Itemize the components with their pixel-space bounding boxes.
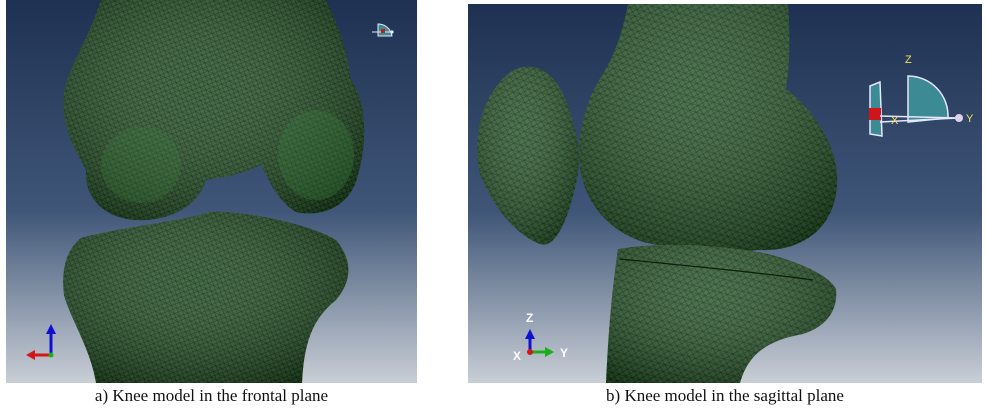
caption-sagittal: b) Knee model in the sagittal plane [606,386,844,405]
tibia-mesh [606,244,837,383]
view-cube-label-y: Y [966,113,974,125]
sagittal-view-panel: Z X Y Z X Y [468,4,982,383]
view-cube-label-z: Z [905,54,912,66]
axis-triad: Z X Y [513,311,568,363]
frontal-view-panel [6,0,417,383]
tibia-mesh [63,211,349,383]
axis-triad [26,324,56,360]
view-cube-icon[interactable] [372,23,394,37]
frontal-view-render [6,0,417,383]
sagittal-view-render: Z X Y Z X Y [468,4,982,383]
patella-mesh [477,66,579,245]
femur-mesh [63,0,365,221]
triad-axis-x [527,349,533,355]
triad-axis-y [48,352,54,358]
view-cube-label-x: X [891,115,899,127]
femur-mesh [579,4,838,252]
triad-label-x: X [513,349,521,363]
caption-frontal: a) Knee model in the frontal plane [94,386,329,405]
triad-label-y: Y [560,346,568,360]
triad-label-z: Z [526,311,533,325]
view-cube-icon[interactable]: Z X Y [869,54,974,137]
